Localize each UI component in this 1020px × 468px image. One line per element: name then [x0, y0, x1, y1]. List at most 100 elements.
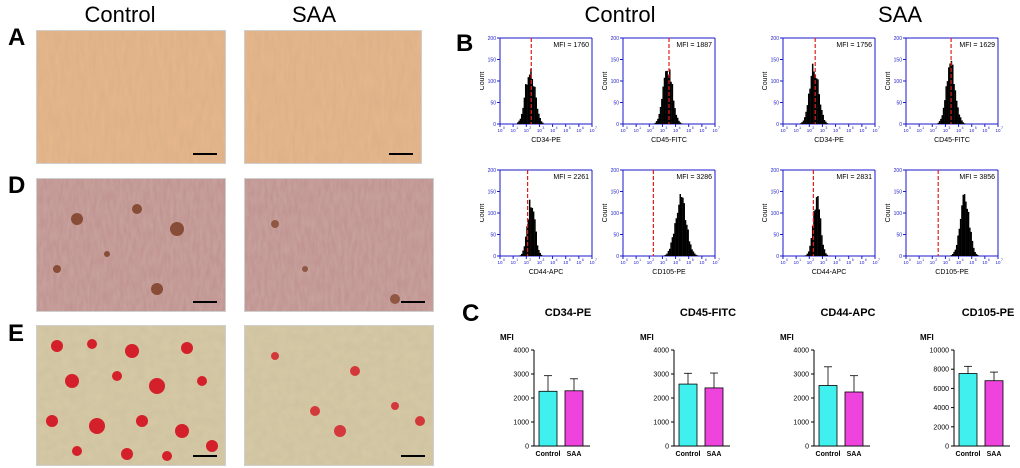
histogram-bin: [674, 108, 676, 124]
histogram-bin: [678, 204, 680, 256]
bar-chart: CD44-APC MFI 0 1000 2000 3000 4000 Control SAA: [780, 307, 876, 458]
histogram-bin: [811, 225, 814, 256]
histogram-bin: [687, 229, 689, 256]
histogram-bin: [970, 231, 972, 256]
category-label: Control: [816, 451, 841, 458]
y-tick-label: 200: [611, 168, 620, 174]
histogram-bin: [967, 211, 970, 256]
x-tick-label: 10: [620, 260, 626, 265]
y-tick-label: 150: [611, 58, 620, 64]
y-tick-label: 4000: [513, 348, 529, 355]
histogram-bin: [691, 249, 693, 256]
histogram-bin: [539, 118, 541, 124]
x-tick-label: 10: [550, 260, 556, 265]
micrograph-oilred-control: [36, 325, 226, 466]
histogram-bin: [959, 218, 962, 256]
x-tick-exponent: 7: [595, 258, 597, 262]
x-tick-exponent: 5: [569, 258, 571, 262]
histogram-bin: [679, 122, 682, 124]
histogram-bin: [825, 253, 827, 256]
x-tick-exponent: 2: [652, 126, 654, 130]
histogram-bin: [658, 114, 660, 124]
y-tick-label: 0: [776, 122, 779, 128]
y-tick-label: 6000: [933, 386, 949, 393]
x-tick-exponent: 3: [665, 126, 667, 130]
histogram-bin: [666, 70, 668, 124]
y-tick-label: 0: [616, 254, 619, 260]
histogram-bin: [523, 97, 526, 124]
histogram-bin: [946, 81, 949, 124]
x-tick-label: 10: [647, 128, 653, 133]
y-axis-label: Count: [762, 204, 769, 223]
x-tick-label: 10: [589, 260, 595, 265]
y-tick-label: 8000: [933, 367, 949, 374]
x-tick-label: 10: [846, 128, 852, 133]
histogram-bin: [527, 77, 530, 124]
histogram-bin: [674, 223, 676, 256]
x-tick-label: 10: [903, 128, 909, 133]
histogram-bin: [811, 63, 814, 124]
x-tick-exponent: 7: [1001, 258, 1003, 262]
histogram-bin: [817, 79, 819, 124]
bar: [678, 383, 698, 447]
micrograph-phase-saa: [244, 30, 422, 164]
lipid-droplets: [46, 339, 218, 461]
x-tick-label: 10: [673, 128, 679, 133]
histogram-bin: [818, 94, 820, 124]
y-tick-label: 3000: [653, 372, 669, 379]
x-tick-label: 10: [686, 128, 692, 133]
histogram-bin: [679, 194, 682, 256]
x-tick-exponent: 4: [839, 126, 841, 130]
x-tick-label: 10: [872, 128, 878, 133]
x-tick-label: 10: [820, 128, 826, 133]
histogram-bin: [806, 105, 809, 124]
histogram-bin: [807, 93, 810, 124]
panel-label-e: E: [8, 320, 25, 347]
x-tick-exponent: 0: [786, 126, 788, 130]
histogram-bin: [695, 254, 697, 256]
histogram-bin: [518, 120, 520, 124]
x-tick-exponent: 1: [516, 126, 518, 130]
x-tick-label: 10: [943, 128, 949, 133]
x-tick-exponent: 6: [865, 126, 867, 130]
x-tick-exponent: 7: [1001, 126, 1003, 130]
y-tick-label: 100: [611, 79, 620, 85]
x-tick-label: 10: [673, 260, 679, 265]
histogram-bin: [530, 68, 532, 124]
histogram-bin: [938, 120, 941, 124]
histogram-bin: [821, 109, 823, 124]
x-tick-exponent: 1: [639, 126, 641, 130]
x-tick-label: 10: [833, 128, 839, 133]
mineral-deposits: [53, 204, 184, 295]
histogram-bin: [955, 244, 958, 256]
histogram-bin: [817, 196, 819, 256]
histogram-bin: [528, 74, 531, 124]
histogram-bin: [950, 255, 953, 256]
histogram-bin: [531, 207, 534, 256]
y-tick-label: 150: [771, 58, 780, 64]
micrograph-alizarin-saa: [244, 178, 434, 312]
histogram-bin: [958, 114, 961, 124]
histogram-bin: [963, 123, 966, 124]
x-tick-label: 10: [956, 260, 962, 265]
y-tick-label: 4000: [933, 405, 949, 412]
y-tick-label: 150: [894, 190, 903, 196]
x-tick-exponent: 0: [909, 258, 911, 262]
histogram-bin: [971, 240, 974, 256]
x-tick-label: 10: [620, 128, 626, 133]
chart-title: CD105-PE: [962, 307, 1015, 319]
oilred-saa-image: [245, 326, 433, 465]
histogram-bin: [678, 120, 680, 124]
histogram-bin: [957, 107, 959, 124]
histogram-bin: [657, 118, 659, 124]
histogram-bin: [813, 71, 815, 124]
y-axis-label: Count: [602, 204, 609, 223]
x-tick-label: 10: [563, 260, 569, 265]
category-label: SAA: [847, 451, 862, 458]
x-tick-label: 10: [794, 260, 800, 265]
x-tick-label: 10: [576, 128, 582, 133]
histogram-bin: [671, 84, 674, 124]
